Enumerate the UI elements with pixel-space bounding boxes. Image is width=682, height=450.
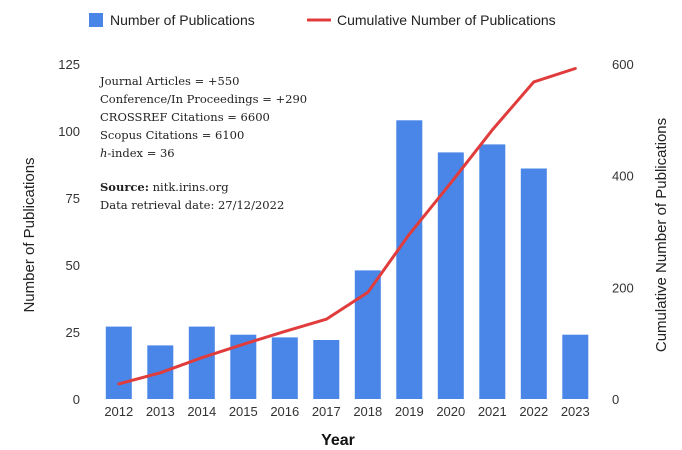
- right-axis-title: Cumulative Number of Publications: [653, 118, 670, 352]
- right-tick-400: 400: [612, 169, 634, 184]
- bar-2021: [479, 144, 506, 399]
- hindex-value: -index = 36: [107, 146, 174, 160]
- annotation-scopus: Scopus Citations = 6100: [100, 128, 244, 142]
- x-tick-2016: 2016: [270, 404, 299, 419]
- source-value: nitk.irins.org: [149, 180, 229, 194]
- right-axis-ticks: 0 200 400 600: [612, 57, 634, 407]
- line-series: [117, 67, 577, 386]
- left-tick-100: 100: [58, 124, 80, 139]
- x-tick-2018: 2018: [353, 404, 382, 419]
- left-axis-title: Number of Publications: [21, 157, 38, 312]
- right-tick-0: 0: [612, 392, 619, 407]
- bar-2012: [105, 326, 132, 399]
- bar-2020: [437, 152, 464, 399]
- annotation-retrieval-date: Data retrieval date: 27/12/2022: [100, 198, 284, 212]
- legend-swatch-bars: [89, 13, 103, 27]
- annotation-journal: Journal Articles = +550: [99, 74, 240, 88]
- right-tick-600: 600: [612, 57, 634, 72]
- x-tick-2022: 2022: [519, 404, 548, 419]
- annotation-conference: Conference/In Proceedings = +290: [100, 92, 307, 106]
- legend-label-bars: Number of Publications: [110, 12, 255, 28]
- x-tick-2014: 2014: [187, 404, 216, 419]
- bar-2017: [313, 340, 340, 399]
- left-tick-25: 25: [66, 325, 80, 340]
- hindex-h: h: [100, 146, 107, 160]
- left-tick-75: 75: [66, 191, 80, 206]
- x-tick-2021: 2021: [478, 404, 507, 419]
- x-tick-2013: 2013: [146, 404, 175, 419]
- bar-2018: [354, 270, 381, 399]
- annotation-crossref: CROSSREF Citations = 6600: [100, 110, 270, 124]
- x-tick-2019: 2019: [395, 404, 424, 419]
- bar-series: [105, 120, 589, 400]
- bar-2019: [396, 120, 423, 400]
- annotation-block: Journal Articles = +550 Conference/In Pr…: [99, 74, 307, 212]
- x-tick-2023: 2023: [561, 404, 590, 419]
- left-axis-ticks: 0 25 50 75 100 125: [58, 57, 80, 407]
- left-tick-50: 50: [66, 258, 80, 273]
- left-tick-0: 0: [73, 392, 80, 407]
- bar-2014: [188, 326, 215, 399]
- x-axis-title: Year: [321, 432, 355, 449]
- x-tick-2012: 2012: [104, 404, 133, 419]
- right-tick-200: 200: [612, 280, 634, 295]
- annotation-source: Source: nitk.irins.org: [100, 180, 229, 194]
- annotation-hindex: h-index = 36: [100, 146, 175, 160]
- bar-2023: [562, 334, 589, 399]
- x-axis-ticks: 2012 2013 2014 2015 2016 2017 2018 2019 2020 2021…: [104, 404, 589, 419]
- legend: Number of Publications Cumulative Number…: [89, 12, 556, 28]
- bar-2022: [520, 168, 547, 399]
- x-tick-2015: 2015: [229, 404, 258, 419]
- x-tick-2020: 2020: [436, 404, 465, 419]
- cumulative-line: [117, 67, 577, 386]
- source-label: Source:: [100, 180, 149, 194]
- legend-label-line: Cumulative Number of Publications: [337, 12, 556, 28]
- x-tick-2017: 2017: [312, 404, 341, 419]
- left-tick-125: 125: [58, 57, 80, 72]
- bar-2016: [271, 337, 298, 399]
